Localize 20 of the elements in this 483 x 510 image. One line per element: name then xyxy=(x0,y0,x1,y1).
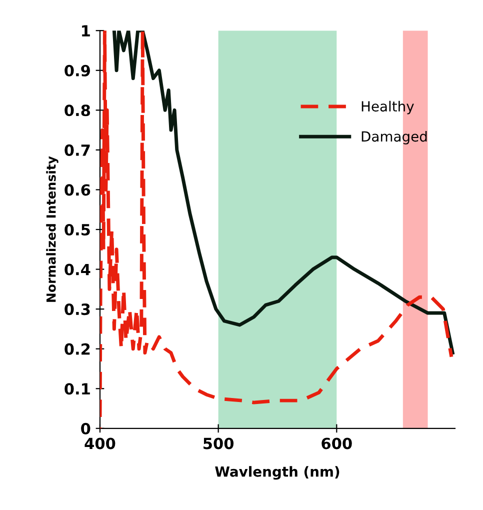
legend-label: Healthy xyxy=(362,100,414,114)
y-tick-label: 0.3 xyxy=(64,304,90,316)
y-tick-label: 0.6 xyxy=(64,184,90,196)
y-tick-label: 0.9 xyxy=(64,64,90,76)
x-axis-title: Wavlength (nm) xyxy=(215,466,340,480)
y-tick-label: 0.5 xyxy=(64,224,90,236)
y-tick-label: 0.8 xyxy=(64,104,90,116)
y-tick-label: 1 xyxy=(82,25,90,36)
y-tick-label: 0.7 xyxy=(64,144,90,156)
y-axis-title: Normalized Intensity xyxy=(46,156,58,302)
line-series xyxy=(112,30,454,355)
legend-label: Damaged xyxy=(362,130,427,144)
x-tick-label: 500 xyxy=(204,438,234,450)
y-tick-label: 0.4 xyxy=(64,264,90,276)
line-series xyxy=(100,30,454,428)
y-tick-label: 0 xyxy=(81,422,90,434)
y-tick-label: 0.1 xyxy=(64,383,90,395)
x-tick-label: 600 xyxy=(322,438,352,450)
x-tick-label: 400 xyxy=(84,438,116,450)
y-tick-label: 0.2 xyxy=(64,343,90,355)
